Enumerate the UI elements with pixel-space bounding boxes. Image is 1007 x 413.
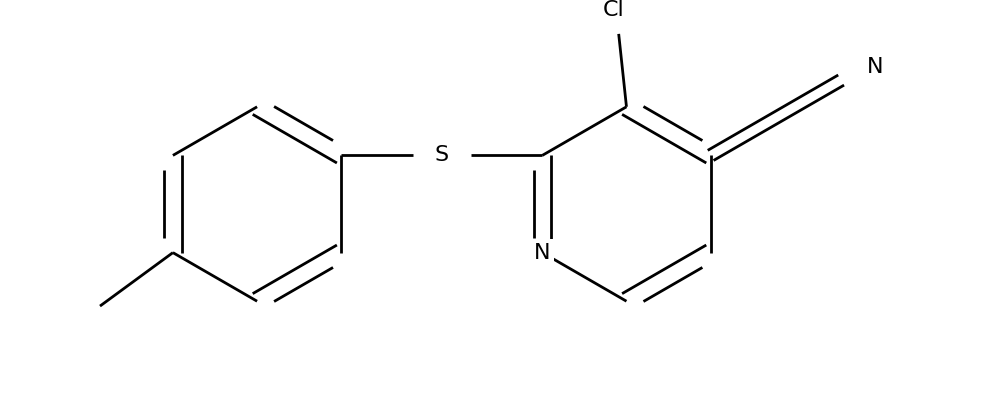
Text: N: N <box>867 57 883 77</box>
Text: Cl: Cl <box>603 0 624 19</box>
Text: N: N <box>534 242 551 263</box>
Text: S: S <box>435 145 449 165</box>
